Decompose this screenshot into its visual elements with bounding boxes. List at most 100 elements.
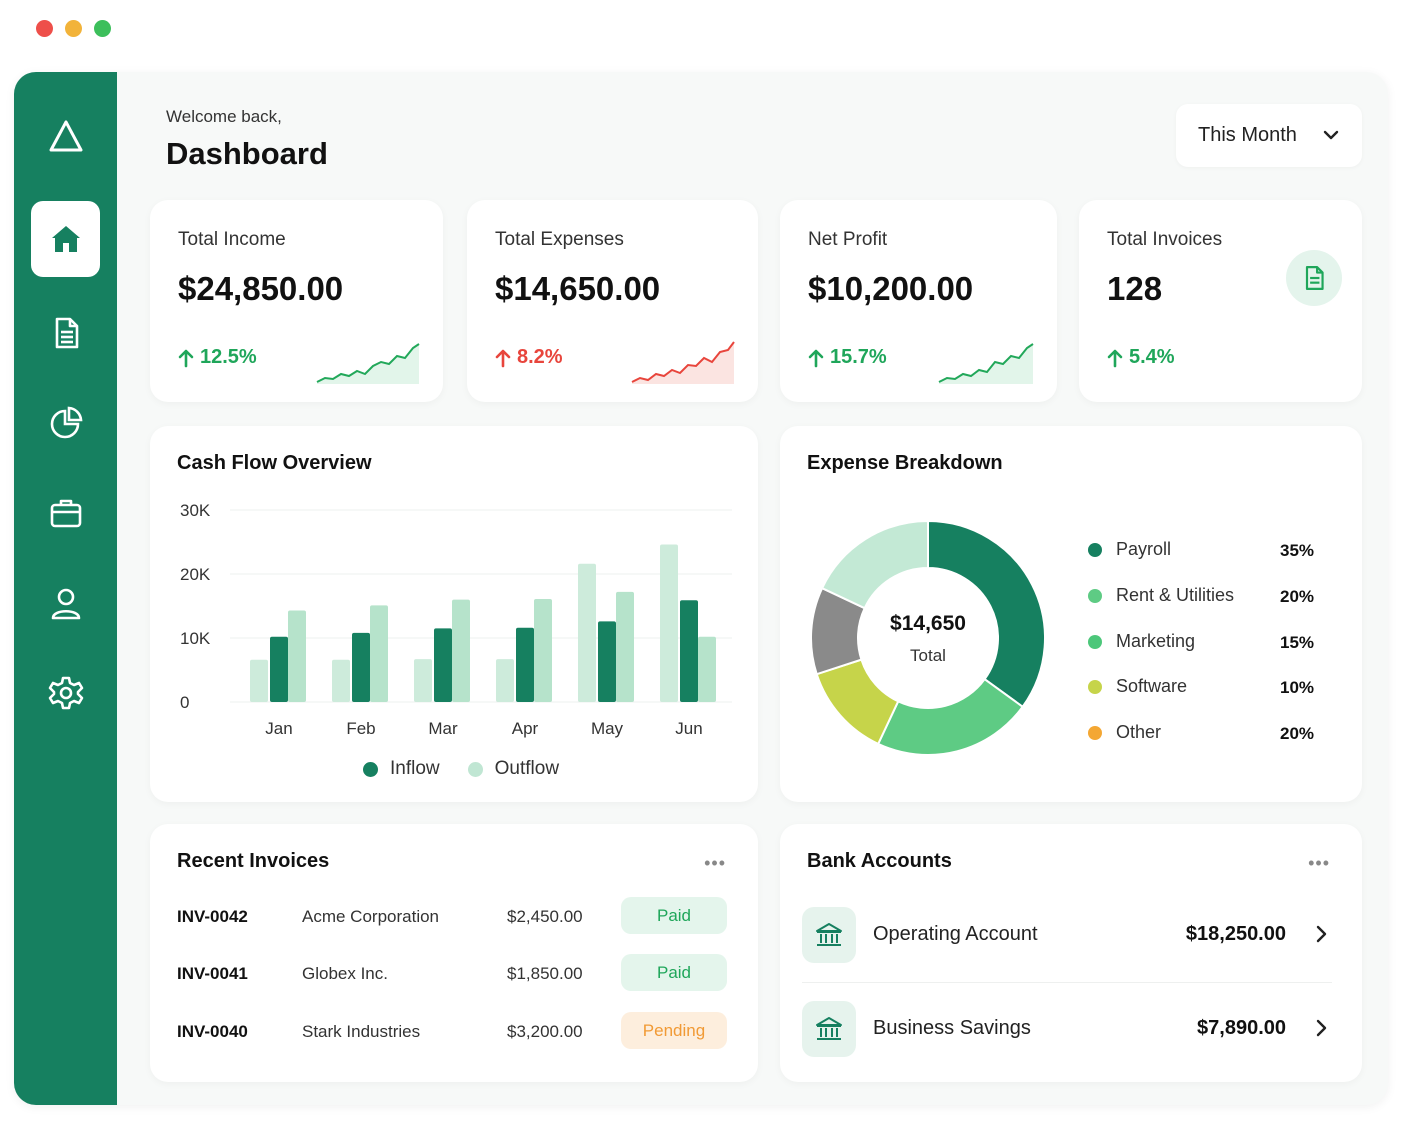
donut-center-value: $14,650 xyxy=(890,612,966,635)
gear-icon xyxy=(48,676,83,710)
bar-outflow xyxy=(616,591,634,702)
chevron-down-icon xyxy=(1323,130,1339,140)
document-icon xyxy=(55,317,78,349)
donut-center-label: Total xyxy=(910,646,946,665)
sidebar-item-reports[interactable] xyxy=(31,385,100,461)
kpi-change: 15.7% xyxy=(808,346,887,369)
minimize-dot[interactable] xyxy=(65,20,82,37)
legend-pct: 35% xyxy=(1280,541,1315,560)
invoice-id: INV-0040 xyxy=(177,1022,248,1041)
x-tick-label: Jun xyxy=(675,719,702,738)
bar-background xyxy=(250,659,268,702)
recent-invoices-card: Recent Invoices ••• INV-0042 Acme Corpor… xyxy=(150,824,758,1082)
legend-dot xyxy=(1088,679,1102,694)
chart-legend: Inflow Outflow xyxy=(363,758,559,780)
kpi-card-net-profit[interactable]: Net Profit $10,200.00 15.7% xyxy=(780,200,1057,402)
legend-label-inflow: Inflow xyxy=(390,758,440,779)
kpi-card-total-expenses[interactable]: Total Expenses $14,650.00 8.2% xyxy=(467,200,758,402)
status-badge: Paid xyxy=(621,954,727,991)
pie-chart-icon xyxy=(50,406,82,439)
account-balance: $18,250.00 xyxy=(1185,923,1286,945)
legend-item-other: Other xyxy=(1088,722,1161,743)
sidebar xyxy=(14,72,117,1105)
kpi-value: $24,850.00 xyxy=(178,270,344,307)
period-selector[interactable]: This Month xyxy=(1176,104,1362,167)
y-tick-label: 30K xyxy=(180,501,211,520)
kpi-change-value: 5.4% xyxy=(1129,346,1175,368)
bar-background xyxy=(578,563,596,702)
kpi-card-total-invoices[interactable]: Total Invoices 128 5.4% xyxy=(1079,200,1362,402)
invoice-amount: $2,450.00 xyxy=(507,907,583,926)
kpi-card-total-income[interactable]: Total Income $24,850.00 12.5% xyxy=(150,200,443,402)
sidebar-item-home[interactable] xyxy=(31,201,100,277)
account-name: Business Savings xyxy=(873,1017,1031,1039)
table-row[interactable]: INV-0042 Acme Corporation $2,450.00 Paid xyxy=(177,897,737,937)
cash-flow-chart: 0 10K 20K 30K Jan Feb Mar Apr May Jun xyxy=(180,501,732,738)
invoice-id: INV-0041 xyxy=(177,964,248,983)
welcome-text: Welcome back, xyxy=(166,107,282,126)
bar-outflow xyxy=(534,598,552,702)
legend-label: Rent & Utilities xyxy=(1116,585,1235,605)
legend-pct: 20% xyxy=(1280,724,1315,743)
legend-pct: 20% xyxy=(1280,587,1315,606)
bar-background xyxy=(660,544,678,702)
sidebar-item-settings[interactable] xyxy=(31,655,100,731)
y-tick-label: 20K xyxy=(180,565,211,584)
invoice-client: Acme Corporation xyxy=(302,907,440,926)
account-balance: $7,890.00 xyxy=(1197,1017,1286,1039)
invoice-icon xyxy=(1286,250,1342,306)
sidebar-item-profile[interactable] xyxy=(31,565,100,641)
bar-inflow xyxy=(680,600,698,702)
legend-dot xyxy=(1088,588,1102,603)
period-selector-label: This Month xyxy=(1198,124,1297,146)
more-options-icon[interactable]: ••• xyxy=(704,853,726,873)
legend-dot xyxy=(1088,542,1102,557)
bank-account-row[interactable]: Business Savings $7,890.00 xyxy=(802,998,1342,1060)
bank-icon xyxy=(802,907,856,963)
table-row[interactable]: INV-0041 Globex Inc. $1,850.00 Paid xyxy=(177,954,737,994)
expense-donut-chart xyxy=(810,519,1046,756)
legend-item-software: Software xyxy=(1088,676,1187,697)
kpi-label: Total Income xyxy=(178,229,286,250)
bar-background xyxy=(414,659,432,702)
sidebar-item-portfolio[interactable] xyxy=(31,475,100,551)
close-dot[interactable] xyxy=(36,20,53,37)
expense-breakdown-card: Expense Breakdown $14,650 Total Payroll … xyxy=(780,426,1362,802)
status-badge: Paid xyxy=(621,897,727,934)
bar-background xyxy=(496,659,514,702)
app-window: Welcome back, Dashboard This Month Total… xyxy=(14,72,1388,1105)
kpi-label: Total Expenses xyxy=(495,229,624,250)
invoice-client: Stark Industries xyxy=(302,1022,421,1041)
page-title: Dashboard xyxy=(166,136,328,171)
legend-dot xyxy=(1088,634,1102,649)
kpi-change-value: 12.5% xyxy=(200,346,257,368)
x-tick-label: Apr xyxy=(512,719,539,738)
divider xyxy=(802,982,1332,983)
card-title: Bank Accounts xyxy=(807,850,952,872)
kpi-label: Net Profit xyxy=(808,229,888,250)
maximize-dot[interactable] xyxy=(94,20,111,37)
legend-dot xyxy=(1088,725,1102,740)
sparkline xyxy=(631,341,735,384)
bar-inflow xyxy=(598,621,616,702)
legend-label: Payroll xyxy=(1116,539,1172,559)
legend-item-payroll: Payroll xyxy=(1088,539,1171,560)
kpi-value: $10,200.00 xyxy=(808,270,974,307)
sidebar-item-documents[interactable] xyxy=(31,295,100,371)
more-options-icon[interactable]: ••• xyxy=(1308,853,1330,873)
invoice-amount: $1,850.00 xyxy=(507,964,583,983)
bank-account-row[interactable]: Operating Account $18,250.00 xyxy=(802,904,1342,966)
bank-accounts-card: Bank Accounts ••• Operating Account $18,… xyxy=(780,824,1362,1082)
table-row[interactable]: INV-0040 Stark Industries $3,200.00 Pend… xyxy=(177,1012,737,1052)
legend-label-outflow: Outflow xyxy=(494,758,560,779)
account-name: Operating Account xyxy=(873,923,1038,945)
legend-label: Software xyxy=(1116,676,1188,696)
donut-segment xyxy=(927,519,1046,709)
triangle-logo-icon[interactable] xyxy=(31,98,100,174)
sparkline xyxy=(316,343,420,384)
kpi-value: $14,650.00 xyxy=(495,270,661,307)
x-tick-label: Jan xyxy=(265,719,292,738)
legend-item-rent: Rent & Utilities xyxy=(1088,585,1234,606)
briefcase-icon xyxy=(50,499,81,528)
kpi-change: 5.4% xyxy=(1107,346,1175,369)
